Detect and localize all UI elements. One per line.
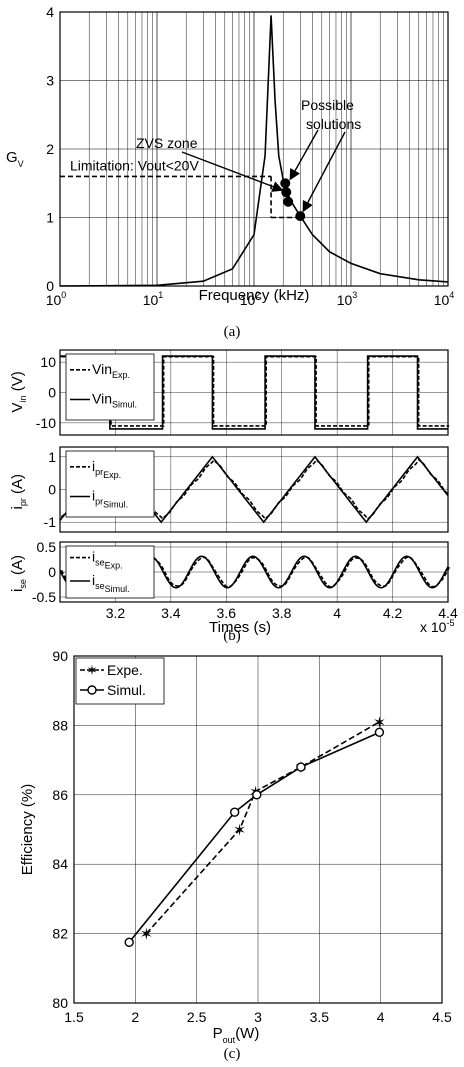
x-axis-label: Times (s) bbox=[209, 619, 271, 636]
zvs-zone-label: ZVS zone bbox=[136, 135, 198, 151]
y-axis-label: GV bbox=[6, 149, 24, 169]
y-tick-label: 0 bbox=[48, 482, 56, 498]
y-tick-label: 4 bbox=[46, 4, 54, 20]
legend-box bbox=[65, 545, 155, 599]
x-tick-label: 2 bbox=[131, 1009, 139, 1025]
plot-frame bbox=[59, 11, 449, 287]
limitation-label: Limitation: Vout<20V bbox=[70, 157, 199, 173]
y-axis-label: Vin (V) bbox=[9, 371, 28, 412]
y-tick-label: 10 bbox=[40, 354, 56, 370]
x-tick-label: 4.5 bbox=[432, 1009, 452, 1025]
zvs-arrow bbox=[181, 151, 284, 192]
y-tick-label: 1 bbox=[48, 449, 56, 465]
simul-point bbox=[296, 762, 306, 772]
x-exponent-label: x 10-5 bbox=[420, 618, 454, 635]
legend-simul-label: VinSimul. bbox=[92, 391, 137, 410]
x-tick-label: 104 bbox=[434, 290, 455, 308]
x-tick-label: 100 bbox=[46, 290, 67, 308]
y-tick-label: 86 bbox=[52, 787, 68, 803]
y-tick-label: 0 bbox=[48, 564, 56, 580]
y-tick-label: 0 bbox=[48, 385, 56, 401]
expe-point: ✶ bbox=[233, 823, 246, 840]
panel-c-efficiency-chart: 1.522.533.544.5808284868890✶✶✶✶✶✶Expe.Si… bbox=[19, 648, 452, 1045]
x-tick-label: 3.5 bbox=[310, 1009, 330, 1025]
y-tick-label: -0.5 bbox=[32, 589, 56, 605]
y-tick-label: 84 bbox=[52, 856, 68, 872]
x-tick-label: 3.8 bbox=[272, 605, 292, 621]
y-tick-label: 82 bbox=[52, 926, 68, 942]
plot-frame bbox=[59, 349, 449, 436]
simul-point bbox=[124, 937, 134, 947]
y-tick-label: 88 bbox=[52, 717, 68, 733]
y-axis-label: Efficiency (%) bbox=[19, 784, 36, 875]
legend-simul-label: iprSimul. bbox=[92, 488, 128, 510]
legend-simul-label: Simul. bbox=[107, 682, 146, 698]
legend-box bbox=[75, 657, 165, 705]
solution-point bbox=[280, 178, 291, 189]
solutions-arrow-2 bbox=[302, 131, 346, 213]
solution-point bbox=[295, 211, 306, 222]
y-tick-label: 0 bbox=[46, 278, 54, 294]
simul-point bbox=[229, 807, 240, 817]
simul-point bbox=[252, 790, 262, 800]
x-tick-label: 101 bbox=[143, 290, 164, 308]
x-tick-label: 1.5 bbox=[64, 1009, 84, 1025]
expe-point: ✶ bbox=[140, 927, 153, 944]
plot-frame bbox=[73, 655, 443, 1004]
x-tick-label: 102 bbox=[240, 290, 261, 308]
caption-b: (b) bbox=[223, 628, 241, 644]
x-tick-label: 2.5 bbox=[187, 1009, 207, 1025]
y-tick-label: 3 bbox=[46, 73, 54, 89]
y-tick-label: 2 bbox=[46, 141, 54, 157]
x-tick-label: 103 bbox=[337, 290, 358, 308]
legend-exp-label: iseExp. bbox=[92, 549, 123, 571]
legend-box bbox=[65, 450, 155, 518]
y-tick-label: -1 bbox=[44, 514, 57, 530]
y-axis-label: ise (A) bbox=[9, 555, 28, 592]
x-tick-label: 4.4 bbox=[438, 605, 458, 621]
series-expe-line bbox=[145, 721, 380, 935]
y-tick-label: 0.5 bbox=[37, 539, 57, 555]
x-axis-label: Pout(W) bbox=[213, 1025, 260, 1045]
x-tick-label: 3 bbox=[254, 1009, 262, 1025]
x-tick-label: 4 bbox=[333, 605, 341, 621]
legend-exp-label: VinExp. bbox=[92, 361, 130, 380]
solutions-label-1: Possible bbox=[301, 97, 354, 113]
x-tick-label: 3.4 bbox=[161, 605, 181, 621]
series-simul bbox=[60, 355, 448, 430]
solution-point bbox=[281, 187, 292, 198]
legend-expe-marker: ✶ bbox=[86, 662, 98, 678]
y-tick-label: -10 bbox=[36, 415, 56, 431]
legend-box bbox=[65, 353, 155, 421]
legend-simul-label: iseSimul. bbox=[92, 572, 130, 594]
caption-c: (c) bbox=[224, 1046, 241, 1062]
simul-point bbox=[374, 727, 385, 738]
x-axis-label: Frequency (kHz) bbox=[199, 287, 310, 304]
legend-simul-marker bbox=[87, 685, 97, 695]
y-tick-label: 80 bbox=[52, 995, 68, 1011]
y-tick-label: 90 bbox=[52, 648, 68, 664]
x-tick-label: 3.2 bbox=[106, 605, 126, 621]
legend-expe-label: Expe. bbox=[107, 662, 143, 678]
solution-point bbox=[283, 196, 294, 207]
x-tick-label: 3.6 bbox=[217, 605, 237, 621]
solutions-arrow-1 bbox=[289, 129, 319, 181]
caption-a: (a) bbox=[224, 324, 241, 340]
y-axis-label: ipr (A) bbox=[9, 474, 28, 510]
solutions-label-2: solutions bbox=[306, 116, 361, 132]
x-tick-label: 4.2 bbox=[383, 605, 403, 621]
x-tick-label: 4 bbox=[377, 1009, 385, 1025]
expe-point: ✶ bbox=[373, 715, 386, 732]
plot-frame bbox=[59, 446, 449, 533]
panel-a-gain-chart: 0 1 2 3 4 100 101 102 103 104 Limitation: Vout<20V… bbox=[6, 4, 454, 308]
legend-exp-label: iprExp. bbox=[92, 458, 121, 480]
y-tick-label: 1 bbox=[46, 210, 54, 226]
